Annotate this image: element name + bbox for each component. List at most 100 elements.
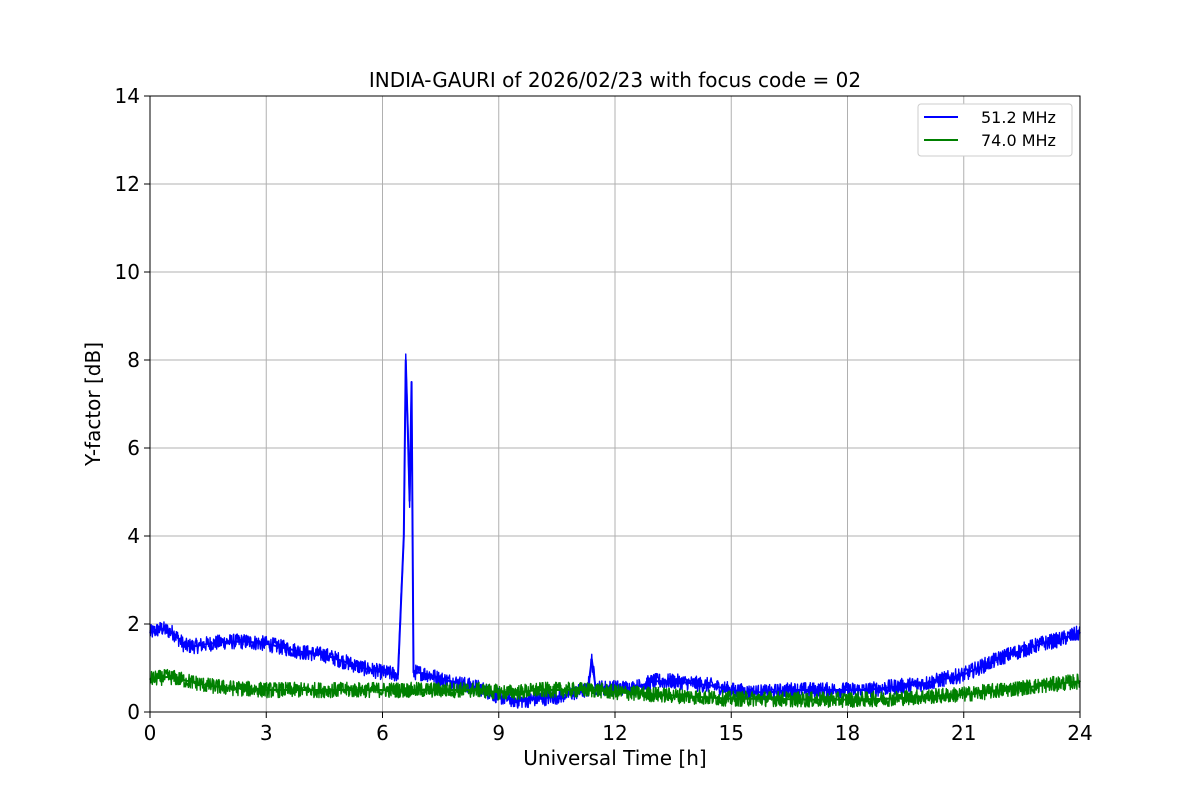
data-point xyxy=(885,698,888,700)
data-point xyxy=(536,698,539,700)
data-point xyxy=(943,678,946,680)
y-tick-label: 12 xyxy=(115,172,140,196)
data-point xyxy=(439,678,442,680)
data-point xyxy=(614,691,616,693)
data-point xyxy=(342,689,345,691)
data-point xyxy=(846,698,849,701)
legend: 51.2 MHz 74.0 MHz xyxy=(917,103,1073,157)
data-point xyxy=(885,687,888,689)
data-point xyxy=(962,673,965,676)
data-point xyxy=(556,689,558,691)
y-tick-label: 0 xyxy=(127,700,140,724)
data-point xyxy=(497,691,500,693)
data-point xyxy=(846,689,849,691)
series-line xyxy=(149,675,1081,701)
data-point xyxy=(924,695,926,698)
y-tick-label: 8 xyxy=(127,348,140,372)
data-point xyxy=(207,643,209,645)
y-tick-label: 2 xyxy=(127,612,140,636)
x-tick-label: 0 xyxy=(144,721,157,745)
data-point xyxy=(406,425,409,427)
data-point xyxy=(207,684,209,687)
data-point xyxy=(866,689,868,691)
data-point xyxy=(168,676,171,678)
x-tick-label: 15 xyxy=(719,721,744,745)
data-point xyxy=(304,651,306,654)
data-point xyxy=(420,689,423,691)
data-point xyxy=(187,680,190,682)
data-point xyxy=(769,698,771,700)
legend-label-74-0-mhz: 74.0 MHz xyxy=(981,131,1056,150)
data-point xyxy=(403,535,405,537)
data-point xyxy=(1021,649,1023,652)
y-tick-label: 4 xyxy=(127,524,140,548)
data-point xyxy=(246,640,248,643)
data-point xyxy=(323,654,326,656)
x-tick-label: 18 xyxy=(835,721,860,745)
series-layer xyxy=(149,353,1081,709)
data-point xyxy=(1001,689,1004,691)
data-point xyxy=(342,660,345,663)
data-point xyxy=(404,359,407,361)
y-tick-label: 14 xyxy=(115,84,140,108)
data-point xyxy=(304,689,306,691)
data-point xyxy=(195,645,198,647)
series-74-0-mhz xyxy=(149,668,1081,708)
data-point xyxy=(459,689,461,691)
data-point xyxy=(160,627,163,630)
data-point xyxy=(381,689,384,691)
data-point xyxy=(184,645,186,647)
data-point xyxy=(226,687,229,689)
data-point xyxy=(730,689,733,691)
x-axis-label: Universal Time [h] xyxy=(523,746,706,770)
data-point xyxy=(962,693,965,696)
data-point xyxy=(749,691,752,693)
data-point xyxy=(730,698,733,700)
data-point xyxy=(265,643,268,645)
data-point xyxy=(397,673,399,676)
legend-label-51-2-mhz: 51.2 MHz xyxy=(981,108,1056,127)
data-point xyxy=(412,671,415,674)
data-point xyxy=(652,693,655,696)
data-point xyxy=(590,658,593,660)
data-point xyxy=(284,647,287,649)
data-point xyxy=(711,684,713,687)
data-point xyxy=(517,700,519,702)
data-point xyxy=(362,667,364,669)
data-point xyxy=(1040,643,1043,645)
data-point xyxy=(1059,638,1062,641)
data-point xyxy=(172,632,175,634)
data-point xyxy=(265,689,268,691)
data-point xyxy=(691,695,694,698)
data-point xyxy=(807,689,810,691)
x-tick-label: 6 xyxy=(376,721,389,745)
data-point xyxy=(428,673,430,676)
series-line xyxy=(149,359,1081,702)
data-point xyxy=(439,689,442,691)
data-point xyxy=(594,689,597,691)
x-tick-label: 24 xyxy=(1067,721,1092,745)
y-axis-label: Y-factor [dB] xyxy=(81,342,105,467)
x-tick-label: 9 xyxy=(492,721,505,745)
data-point xyxy=(1001,656,1004,658)
data-point xyxy=(536,689,539,691)
data-point xyxy=(575,689,578,691)
data-point xyxy=(924,682,926,685)
x-tick-label: 12 xyxy=(602,721,627,745)
data-point xyxy=(652,680,655,682)
data-point xyxy=(416,671,419,674)
data-point xyxy=(788,689,791,691)
data-point xyxy=(904,684,907,687)
data-point xyxy=(807,698,810,701)
data-point xyxy=(517,691,519,693)
chart-title: INDIA-GAURI of 2026/02/23 with focus cod… xyxy=(369,68,861,92)
data-point xyxy=(1040,684,1043,687)
x-tick-label: 3 xyxy=(260,721,273,745)
data-point xyxy=(982,665,984,667)
data-point xyxy=(410,381,413,383)
y-tick-label: 10 xyxy=(115,260,140,284)
data-point xyxy=(381,671,384,674)
data-point xyxy=(226,640,229,643)
